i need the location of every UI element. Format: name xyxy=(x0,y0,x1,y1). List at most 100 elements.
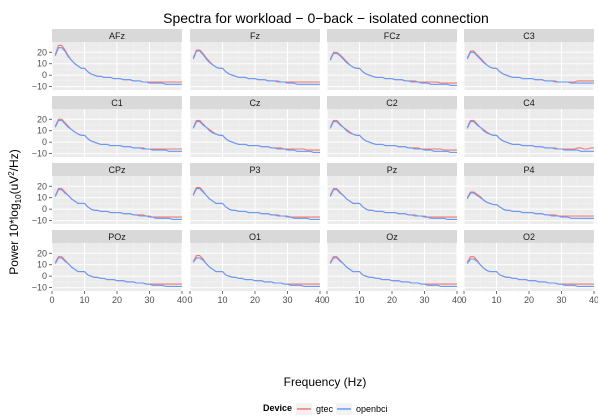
panel-strip-label-c4: C4 xyxy=(523,98,535,108)
y-tick-label: 10 xyxy=(37,126,47,136)
panel-strip-o1 xyxy=(190,230,320,243)
x-tick-label: 10 xyxy=(491,295,501,305)
y-axis-label-subscript: 10 xyxy=(14,194,23,203)
panel-strip-o2 xyxy=(464,230,594,243)
x-tick-label: 20 xyxy=(250,295,260,305)
panel-strip-fz xyxy=(190,29,320,42)
panel-o2: O2 0 10 20 30 40 xyxy=(461,230,598,305)
panel-strip-fcz xyxy=(327,29,457,42)
y-tick-label: 20 xyxy=(37,114,47,124)
panel-oz: Oz 0 10 20 30 40 xyxy=(324,230,462,305)
x-tick-label: 20 xyxy=(112,295,122,305)
series-line-openbci-p3 xyxy=(192,188,320,220)
x-tick-label: 0 xyxy=(49,295,54,305)
panel-strip-label-cz: Cz xyxy=(250,98,261,108)
panel-strip-label-afz: AFz xyxy=(109,31,126,41)
panel-strip-label-c2: C2 xyxy=(386,98,398,108)
panel-strip-p3 xyxy=(190,163,320,176)
series-line-openbci-c2 xyxy=(329,121,457,153)
panel-strip-label-o1: O1 xyxy=(249,232,261,242)
y-tick-label: −10 xyxy=(32,149,47,159)
legend-title: Device xyxy=(263,403,292,413)
panel-strip-c4 xyxy=(464,96,594,109)
y-tick-label: −10 xyxy=(32,82,47,92)
panel-strip-c2 xyxy=(327,96,457,109)
panel-strip-label-pz: Pz xyxy=(387,165,398,175)
y-axis-label-unit: (uV xyxy=(7,176,21,195)
panel-strip-label-fz: Fz xyxy=(250,31,260,41)
series-line-openbci-pz xyxy=(329,189,457,220)
x-tick-label: 40 xyxy=(452,295,462,305)
series-line-openbci-oz xyxy=(329,257,457,287)
chart-title: Spectra for workload − 0−back − isolated… xyxy=(163,10,489,26)
x-tick-label: 0 xyxy=(461,295,466,305)
panel-strip-oz xyxy=(327,230,457,243)
series-line-openbci-fcz xyxy=(329,52,457,86)
panel-strip-afz xyxy=(52,29,182,42)
panel-strip-label-p3: P3 xyxy=(249,165,260,175)
x-tick-label: 30 xyxy=(556,295,566,305)
panel-p4: P4 xyxy=(463,163,595,224)
series-line-openbci-afz xyxy=(54,47,182,85)
x-tick-label: 10 xyxy=(217,295,227,305)
x-tick-label: 40 xyxy=(315,295,325,305)
series-line-openbci-c4 xyxy=(466,121,594,152)
panel-strip-cz xyxy=(190,96,320,109)
panel-strip-c1 xyxy=(52,96,182,109)
x-tick-label: 10 xyxy=(79,295,89,305)
panel-strip-label-o2: O2 xyxy=(523,232,535,242)
series-line-openbci-c3 xyxy=(466,51,594,84)
y-tick-label: 10 xyxy=(37,59,47,69)
x-tick-label: 0 xyxy=(187,295,192,305)
y-tick-label: −10 xyxy=(32,216,47,226)
panel-c4: C4 xyxy=(463,96,595,157)
panel-strip-p4 xyxy=(464,163,594,176)
series-line-openbci-p4 xyxy=(466,192,594,219)
y-axis-label-main: Power 10*log xyxy=(7,203,21,274)
y-tick-label: 0 xyxy=(42,70,47,80)
panel-strip-cpz xyxy=(52,163,182,176)
panel-strip-pz xyxy=(327,163,457,176)
series-line-openbci-fz xyxy=(192,50,320,85)
panel-cpz: CPz −10 010 20 xyxy=(32,163,183,226)
panel-strip-label-c1: C1 xyxy=(111,98,123,108)
x-tick-label: 40 xyxy=(589,295,598,305)
panel-fcz: FCz xyxy=(326,29,458,90)
legend-label-openbci: openbci xyxy=(356,404,388,414)
y-axis-label: Power 10*log10(uV2/Hz) xyxy=(7,149,23,274)
legend: Device gtec openbci xyxy=(263,403,388,415)
panel-c1: C1 −10 010 20 xyxy=(32,96,183,159)
y-tick-label: 20 xyxy=(37,181,47,191)
panel-strip-c3 xyxy=(464,29,594,42)
series-line-openbci-o2 xyxy=(466,258,594,287)
x-tick-label: 30 xyxy=(282,295,292,305)
y-axis-label-unit-end: /Hz) xyxy=(7,149,21,171)
y-tick-label: 10 xyxy=(37,260,47,270)
y-tick-label: 10 xyxy=(37,193,47,203)
panel-strip-poz xyxy=(52,230,182,243)
y-tick-label: 0 xyxy=(42,204,47,214)
panel-fz: Fz xyxy=(189,29,321,90)
panel-strip-label-cpz: CPz xyxy=(108,165,126,175)
x-tick-label: 30 xyxy=(144,295,154,305)
x-tick-label: 10 xyxy=(354,295,364,305)
x-axis-label: Frequency (Hz) xyxy=(284,375,367,389)
y-tick-label: 0 xyxy=(42,137,47,147)
panel-strip-label-fcz: FCz xyxy=(384,31,401,41)
panel-pz: Pz xyxy=(326,163,458,224)
legend-item-openbci: openbci xyxy=(336,403,388,415)
series-line-openbci-poz xyxy=(54,257,182,287)
panel-afz: AFz −10 010 20 xyxy=(32,29,183,92)
x-tick-label: 20 xyxy=(387,295,397,305)
y-tick-label: 20 xyxy=(37,248,47,258)
y-tick-label: 0 xyxy=(42,271,47,281)
panel-cz: Cz xyxy=(189,96,321,157)
x-tick-label: 30 xyxy=(419,295,429,305)
panel-strip-label-c3: C3 xyxy=(523,31,535,41)
x-tick-label: 0 xyxy=(324,295,329,305)
panel-p3: P3 xyxy=(189,163,321,224)
series-line-openbci-cz xyxy=(192,121,320,153)
